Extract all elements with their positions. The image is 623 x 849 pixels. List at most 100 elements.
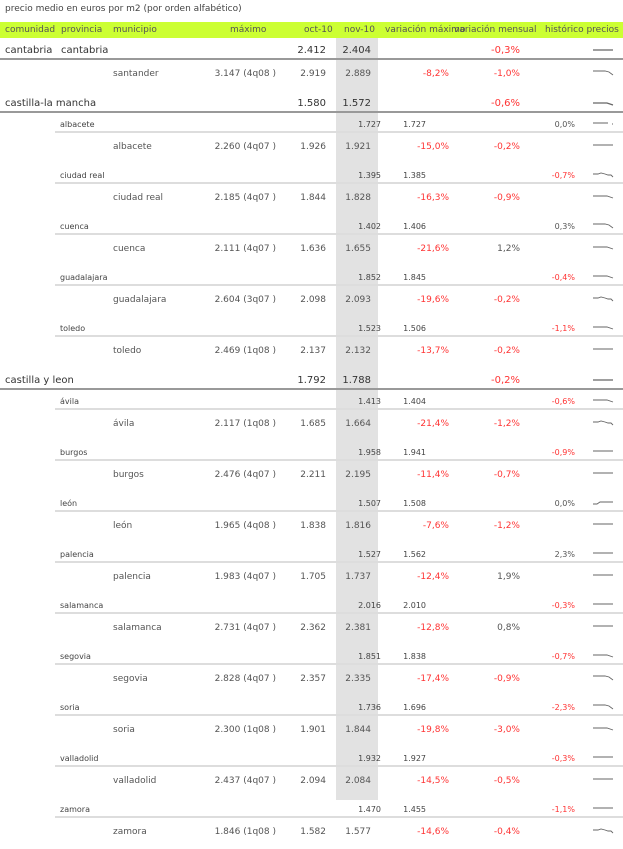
nov-cell: 1.406 <box>403 222 426 231</box>
var-mensual-cell: -0,9% <box>551 448 575 457</box>
maximo-cell: 2.828 (4q07 ) <box>214 674 276 684</box>
col-historico: histórico precios <box>545 25 619 35</box>
municipio-cell: soria <box>113 725 135 735</box>
oct-cell: 1.901 <box>300 725 326 735</box>
municipio-row: burgos 2.476 (4q07 ) 2.211 2.195 -11,4% -0,7% <box>0 461 623 492</box>
maximo-cell: 3.147 (4q08 ) <box>214 69 276 79</box>
var-max-cell: -12,4% <box>417 572 449 582</box>
municipio-cell: león <box>113 521 133 531</box>
var-mensual-cell: 0,0% <box>554 120 575 129</box>
oct-cell: 1.852 <box>358 273 381 282</box>
oct-cell: 2.016 <box>358 601 381 610</box>
oct-cell: 1.527 <box>358 550 381 559</box>
var-max-cell: -14,6% <box>417 827 449 837</box>
nov-cell: 1.385 <box>403 171 426 180</box>
var-max-cell: -13,7% <box>417 346 449 356</box>
provincia-cell: albacete <box>60 120 95 129</box>
price-history-sparkline-icon <box>593 70 614 76</box>
oct-cell: 1.582 <box>300 827 326 837</box>
var-mensual-cell: -2,3% <box>551 703 575 712</box>
provincia-row: león 1.507 1.508 0,0% <box>55 492 623 512</box>
var-mensual-cell: -0,2% <box>493 142 520 152</box>
maximo-cell: 2.476 (4q07 ) <box>214 470 276 480</box>
price-history-sparkline-icon <box>593 704 614 710</box>
var-mensual-cell: 0,0% <box>554 499 575 508</box>
oct-cell: 2.137 <box>300 346 326 356</box>
maximo-cell: 2.437 (4q07 ) <box>214 776 276 786</box>
col-var-mensual: variación mensual <box>454 25 537 35</box>
nov-cell: 2.084 <box>345 776 371 786</box>
nov-cell: 1.572 <box>342 98 371 109</box>
municipio-row: segovia 2.828 (4q07 ) 2.357 2.335 -17,4% -0,9… <box>0 665 623 696</box>
provincia-row: ciudad real 1.395 1.385 -0,7% <box>55 164 623 184</box>
price-history-sparkline-icon <box>593 675 614 681</box>
var-mensual-cell: -0,7% <box>551 171 575 180</box>
provincia-row: ávila 1.413 1.404 -0,6% <box>55 390 623 410</box>
provincia-cell: soria <box>60 703 80 712</box>
provincia-row: toledo 1.523 1.506 -1,1% <box>55 317 623 337</box>
price-history-sparkline-icon <box>593 523 613 525</box>
col-maximo: máximo <box>230 25 267 35</box>
price-history-sparkline-icon <box>593 326 614 330</box>
nov-cell: 1.941 <box>403 448 426 457</box>
price-history-sparkline-icon <box>593 501 613 505</box>
var-mensual-cell: 2,3% <box>554 550 575 559</box>
oct-cell: 1.792 <box>297 375 326 386</box>
col-oct: oct-10 <box>304 25 333 35</box>
var-mensual-cell: -1,1% <box>551 805 575 814</box>
oct-cell: 2.211 <box>300 470 326 480</box>
comunidad-cell: cantabria <box>5 45 53 56</box>
municipio-row: ciudad real 2.185 (4q07 ) 1.844 1.828 -16,3%… <box>0 184 623 215</box>
price-history-sparkline-icon <box>593 778 613 780</box>
comunidad-row: cantabria cantabria 2.412 2.404 -0,3% <box>0 38 623 60</box>
price-history-sparkline-icon <box>593 574 613 576</box>
nov-cell: 1.664 <box>345 419 371 429</box>
nov-cell: 1.696 <box>403 703 426 712</box>
price-history-sparkline-icon <box>593 727 614 731</box>
var-mensual-cell: 0,3% <box>554 222 575 231</box>
var-mensual-cell: 0,8% <box>497 623 520 633</box>
oct-cell: 1.580 <box>297 98 326 109</box>
nov-cell: 1.788 <box>342 375 371 386</box>
oct-cell: 1.402 <box>358 222 381 231</box>
var-max-cell: -21,6% <box>417 244 449 254</box>
municipio-row: albacete 2.260 (4q07 ) 1.926 1.921 -15,0% -0,… <box>0 133 623 164</box>
oct-cell: 1.958 <box>358 448 381 457</box>
municipio-cell: cuenca <box>113 244 146 254</box>
maximo-cell: 2.300 (1q08 ) <box>214 725 276 735</box>
var-max-cell: -14,5% <box>417 776 449 786</box>
nov-cell: 1.655 <box>345 244 371 254</box>
municipio-row: zamora 1.846 (1q08 ) 1.582 1.577 -14,6% -0,4% <box>0 818 623 849</box>
col-nov: nov-10 <box>344 25 375 35</box>
oct-cell: 2.919 <box>300 69 326 79</box>
provincia-row: burgos 1.958 1.941 -0,9% <box>55 441 623 461</box>
var-mensual-cell: -0,7% <box>493 470 520 480</box>
municipio-row: cuenca 2.111 (4q07 ) 1.636 1.655 -21,6% 1,2% <box>0 235 623 266</box>
price-history-sparkline-icon <box>593 172 614 178</box>
price-history-sparkline-icon <box>593 450 613 452</box>
oct-cell: 1.413 <box>358 397 381 406</box>
provincia-row: zamora 1.470 1.455 -1,1% <box>55 798 623 818</box>
maximo-cell: 2.185 (4q07 ) <box>214 193 276 203</box>
provincia-cell: león <box>60 499 78 508</box>
oct-cell: 1.470 <box>358 805 381 814</box>
nov-cell: 1.506 <box>403 324 426 333</box>
var-mensual-cell: -0,4% <box>551 273 575 282</box>
var-max-cell: -15,0% <box>417 142 449 152</box>
price-history-sparkline-icon <box>593 379 613 381</box>
var-mensual-cell: -0,5% <box>493 776 520 786</box>
municipio-cell: palencia <box>113 572 151 582</box>
price-history-sparkline-icon <box>593 246 614 250</box>
municipio-cell: salamanca <box>113 623 162 633</box>
nov-cell: 1.921 <box>345 142 371 152</box>
provincia-row: guadalajara 1.852 1.845 -0,4% <box>55 266 623 286</box>
oct-cell: 1.844 <box>300 193 326 203</box>
municipio-row: ávila 2.117 (1q08 ) 1.685 1.664 -21,4% -1,2% <box>0 410 623 441</box>
oct-cell: 1.727 <box>358 120 381 129</box>
var-max-cell: -12,8% <box>417 623 449 633</box>
oct-cell: 1.705 <box>300 572 326 582</box>
comunidad-row: castilla-la mancha 1.580 1.572 -0,6% <box>0 91 623 113</box>
nov-cell: 2.335 <box>345 674 371 684</box>
var-max-cell: -7,6% <box>422 521 449 531</box>
maximo-cell: 2.469 (1q08 ) <box>214 346 276 356</box>
